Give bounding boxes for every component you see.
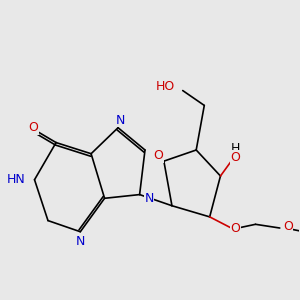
Text: HO: HO: [155, 80, 175, 93]
Text: O: O: [283, 220, 293, 233]
Text: O: O: [230, 221, 240, 235]
Text: H: H: [231, 142, 240, 154]
Text: N: N: [76, 235, 85, 248]
Text: O: O: [154, 149, 164, 162]
Text: N: N: [116, 114, 125, 127]
Text: N: N: [144, 192, 154, 205]
Text: O: O: [28, 121, 38, 134]
Text: HN: HN: [6, 173, 25, 186]
Text: O: O: [230, 151, 240, 164]
